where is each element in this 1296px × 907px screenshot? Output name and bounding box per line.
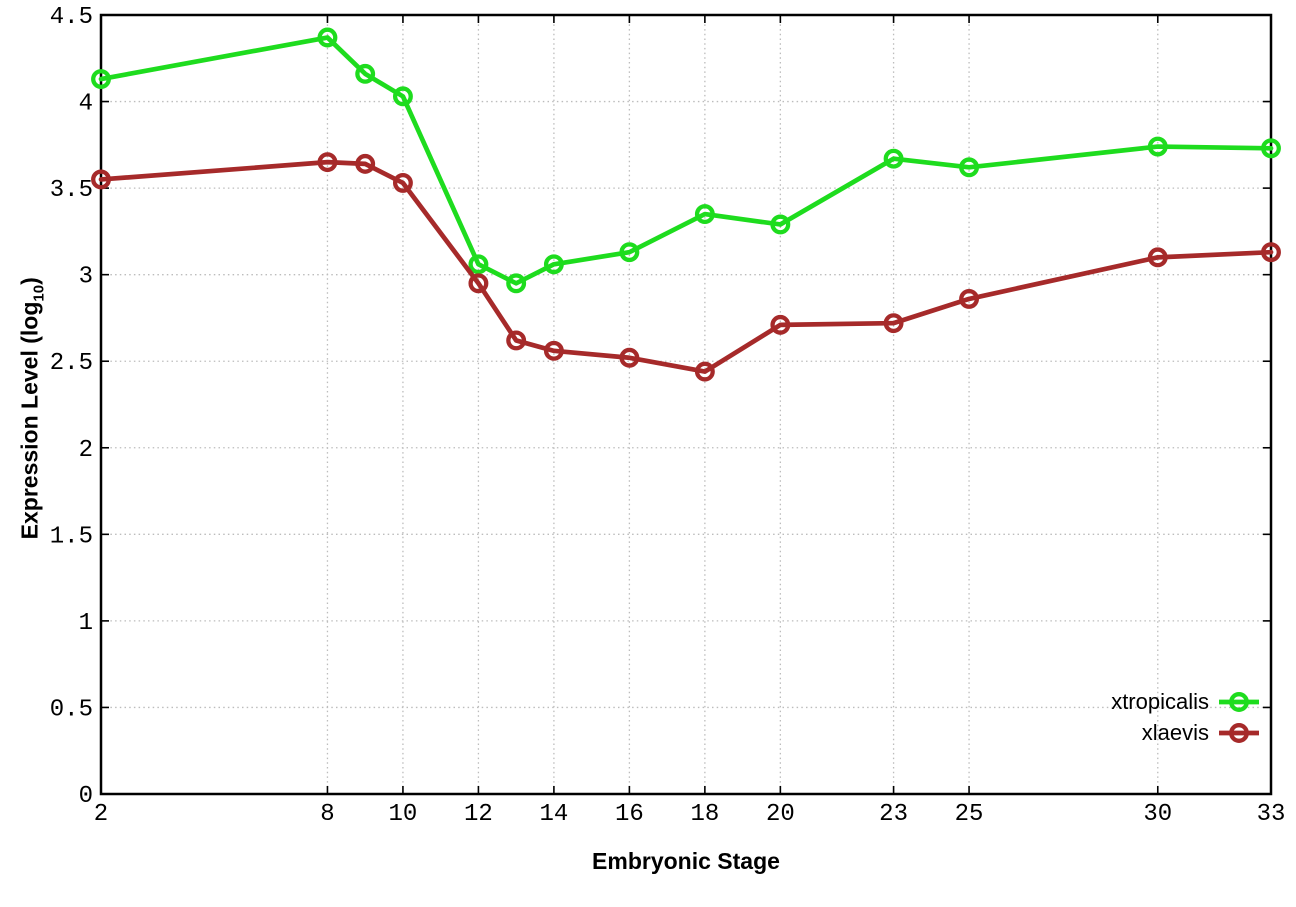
y-tick-label: 2.5 <box>50 350 93 377</box>
y-tick-label: 1 <box>79 610 93 637</box>
y-tick-label: 3 <box>79 264 93 291</box>
y-tick-label: 0.5 <box>50 696 93 723</box>
y-tick-label: 4 <box>79 91 93 118</box>
x-tick-label: 8 <box>320 801 334 828</box>
legend-entry-xlaevis: xlaevis <box>1142 717 1260 748</box>
data-point-xlaevis <box>355 153 376 174</box>
data-point-xlaevis <box>1147 247 1168 268</box>
x-tick-label: 2 <box>94 801 108 828</box>
y-tick-label: 0 <box>79 783 93 810</box>
data-point-xtropicalis <box>317 27 338 48</box>
data-point-xtropicalis <box>468 254 489 275</box>
legend-label-xtropicalis: xtropicalis <box>1111 689 1209 714</box>
data-point-xtropicalis <box>543 254 564 275</box>
y-tick-label: 3.5 <box>50 177 93 204</box>
data-point-xlaevis <box>959 288 980 309</box>
x-tick-label: 33 <box>1257 801 1286 828</box>
data-point-xlaevis <box>619 347 640 368</box>
y-axis-title: Expression Level (log10) <box>17 188 48 628</box>
legend-label-xlaevis: xlaevis <box>1141 720 1209 745</box>
x-tick-label: 14 <box>539 801 568 828</box>
data-point-xlaevis <box>91 169 111 190</box>
data-point-xtropicalis <box>959 157 980 178</box>
x-tick-label: 10 <box>389 801 418 828</box>
data-point-xtropicalis <box>1147 136 1168 157</box>
legend-marker-xtropicalis <box>1219 691 1259 712</box>
data-point-xlaevis <box>883 313 904 334</box>
series-line-xlaevis <box>98 159 1274 374</box>
y-tick-label: 2 <box>79 437 93 464</box>
data-point-xtropicalis <box>1261 138 1281 159</box>
data-point-xlaevis <box>317 152 338 173</box>
x-tick-label: 30 <box>1143 801 1172 828</box>
x-tick-label: 18 <box>690 801 719 828</box>
plot-border <box>99 13 1273 796</box>
data-point-xtropicalis <box>506 273 527 294</box>
data-point-xtropicalis <box>770 214 791 235</box>
data-point-xlaevis <box>694 361 715 382</box>
data-point-xtropicalis <box>883 148 904 169</box>
y-axis-title-text: Expression Level (log <box>16 301 43 540</box>
y-tick-label: 4.5 <box>50 4 93 31</box>
data-point-xtropicalis <box>91 69 111 90</box>
data-point-xtropicalis <box>392 86 413 107</box>
y-axis-title-subscript: 10 <box>30 284 48 302</box>
data-point-xlaevis <box>1261 242 1281 263</box>
x-tick-label: 20 <box>766 801 795 828</box>
x-tick-label: 25 <box>955 801 984 828</box>
data-point-xlaevis <box>543 340 564 361</box>
legend: xtropicalis xlaevis <box>1111 686 1260 748</box>
x-tick-label: 16 <box>615 801 644 828</box>
x-tick-label: 12 <box>464 801 493 828</box>
data-point-xtropicalis <box>619 242 640 263</box>
y-axis-title-close: ) <box>16 277 43 285</box>
x-axis-title: Embryonic Stage <box>592 848 780 874</box>
legend-marker-xlaevis <box>1219 722 1259 743</box>
x-tick-label: 23 <box>879 801 908 828</box>
data-point-xlaevis <box>392 172 413 193</box>
data-point-xtropicalis <box>355 63 376 84</box>
series-line-xtropicalis <box>98 35 1274 286</box>
legend-entry-xtropicalis: xtropicalis <box>1111 686 1260 717</box>
data-point-xtropicalis <box>694 204 715 225</box>
data-point-xlaevis <box>770 314 791 335</box>
data-point-xlaevis <box>468 273 489 294</box>
data-point-xlaevis <box>506 330 527 351</box>
y-tick-label: 1.5 <box>50 523 93 550</box>
